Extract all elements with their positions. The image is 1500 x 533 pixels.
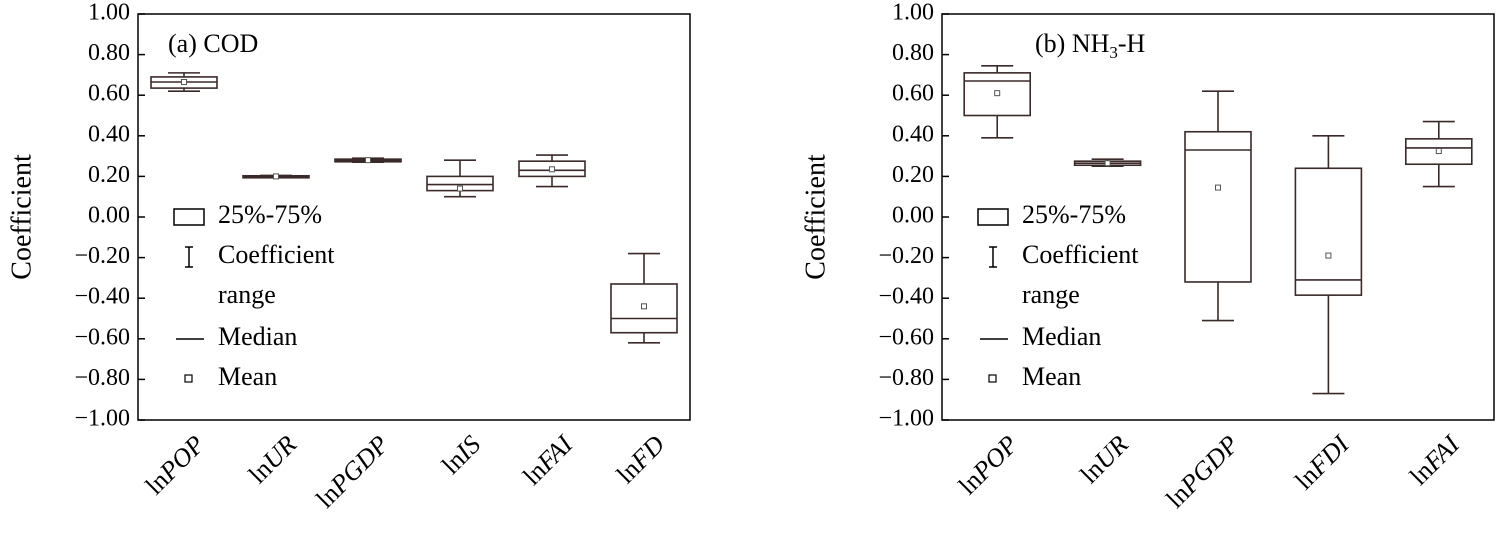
y-tick-label: 0.20 <box>892 162 934 188</box>
boxes <box>963 64 1473 395</box>
y-tick-label: 0.60 <box>88 81 130 107</box>
category-label: lnPOP <box>140 430 211 501</box>
mean-marker <box>1215 184 1221 191</box>
legend-mean-label: Mean <box>218 362 277 391</box>
panel-b-nh3h: Coefficient (b) NH3-H 1.00 0.80 0.60 0.40 0.… <box>800 0 1495 514</box>
box-ur <box>1073 158 1142 168</box>
y-tick-label: −0.40 <box>74 284 130 310</box>
y-tick-label: −0.80 <box>74 365 130 391</box>
y-tick-label: −1.00 <box>74 406 130 432</box>
category-label: lnUR <box>243 430 302 489</box>
category-label: lnFAI <box>517 429 579 491</box>
y-axis-label: Coefficient <box>6 154 37 280</box>
category-label: lnPOP <box>953 430 1024 501</box>
mean-marker <box>273 173 279 180</box>
iqr-box <box>963 72 1032 117</box>
legend-range-label: Coefficient <box>218 240 335 269</box>
legend-mean-swatch <box>184 374 193 383</box>
category-label: lnFDI <box>1289 429 1355 495</box>
category-label: lnFD <box>611 430 670 489</box>
legend-box-swatch <box>173 208 205 226</box>
panel-label-subscript: 3 <box>1109 43 1118 62</box>
box-pgdp <box>334 157 402 164</box>
legend-box-swatch <box>977 208 1009 226</box>
legend-median-label: Median <box>218 322 297 351</box>
panel-label-tail: -H <box>1118 29 1146 58</box>
legend-mean-label: Mean <box>1022 362 1081 391</box>
category-label: lnFAI <box>1404 429 1466 491</box>
mean-marker <box>1104 160 1111 167</box>
y-tick-label: 0.60 <box>892 81 934 107</box>
legend-range-label-2: range <box>1022 280 1080 309</box>
y-tick-label: 0.80 <box>88 40 130 66</box>
box-fd <box>610 252 678 344</box>
y-tick-label: −0.80 <box>878 365 934 391</box>
category-label: lnPGDP <box>1160 430 1244 514</box>
panel-a-cod: Coefficient (a) COD 1.00 0.80 0.60 0.40 0.20… <box>6 0 691 514</box>
y-tick-label: 1.00 <box>892 0 934 26</box>
box-fai <box>518 154 586 188</box>
mean-marker <box>994 90 1001 97</box>
iqr-box <box>1294 167 1363 296</box>
box-is <box>426 159 494 198</box>
legend-box-label: 25%-75% <box>1022 200 1126 229</box>
y-tick-label: 0.40 <box>892 121 934 147</box>
y-tick-label: −1.00 <box>878 406 934 432</box>
y-tick-label: 0.00 <box>88 203 130 229</box>
box-pop <box>150 72 218 92</box>
panel-label: (b) NH3-H <box>1035 29 1146 62</box>
legend-range-label: Coefficient <box>1022 240 1139 269</box>
boxes <box>150 72 678 344</box>
y-tick-label: 0.20 <box>88 162 130 188</box>
y-tick-label: −0.40 <box>878 284 934 310</box>
box-fai <box>1405 120 1473 188</box>
category-label: lnUR <box>1075 430 1134 489</box>
mean-marker <box>641 303 647 310</box>
panel-label: (a) COD <box>168 29 258 58</box>
mean-marker <box>549 166 555 173</box>
iqr-box <box>610 283 678 334</box>
legend-median-label: Median <box>1022 322 1101 351</box>
panel-label-main: (b) NH <box>1035 29 1110 58</box>
category-labels: lnPOP lnUR lnPGDP lnFDI lnFAI <box>953 429 1466 514</box>
y-tick-label: −0.20 <box>74 243 130 269</box>
y-tick-label: −0.60 <box>878 324 934 350</box>
y-axis-label: Coefficient <box>800 154 831 280</box>
box-fdi <box>1294 135 1363 395</box>
mean-marker <box>365 157 371 164</box>
mean-marker <box>1435 148 1442 155</box>
mean-marker <box>181 79 187 86</box>
y-tick-label: −0.20 <box>878 243 934 269</box>
y-tick-label: 1.00 <box>88 0 130 26</box>
legend: 25%-75% Coefficient range Median Mean <box>977 200 1139 391</box>
y-tick-label: 0.00 <box>892 203 934 229</box>
y-tick-label: −0.60 <box>74 324 130 350</box>
category-label: lnPGDP <box>310 430 394 514</box>
y-ticks: 1.00 0.80 0.60 0.40 0.20 0.00 −0.20 −0.40 −0.60 −… <box>878 0 949 432</box>
box-pop <box>963 64 1032 139</box>
box-pgdp <box>1184 90 1252 322</box>
legend: 25%-75% Coefficient range Median Mean <box>173 200 335 391</box>
mean-marker <box>457 185 463 192</box>
category-label: lnIS <box>436 430 486 480</box>
box-ur <box>242 173 310 180</box>
mean-marker <box>1325 252 1332 259</box>
y-tick-label: 0.40 <box>88 121 130 147</box>
legend-mean-swatch <box>988 374 997 383</box>
legend-box-label: 25%-75% <box>218 200 322 229</box>
y-ticks: 1.00 0.80 0.60 0.40 0.20 0.00 −0.20 −0.40 −0.60 −… <box>74 0 145 432</box>
y-tick-label: 0.80 <box>892 40 934 66</box>
iqr-box <box>1184 130 1252 283</box>
legend-range-label-2: range <box>218 280 276 309</box>
